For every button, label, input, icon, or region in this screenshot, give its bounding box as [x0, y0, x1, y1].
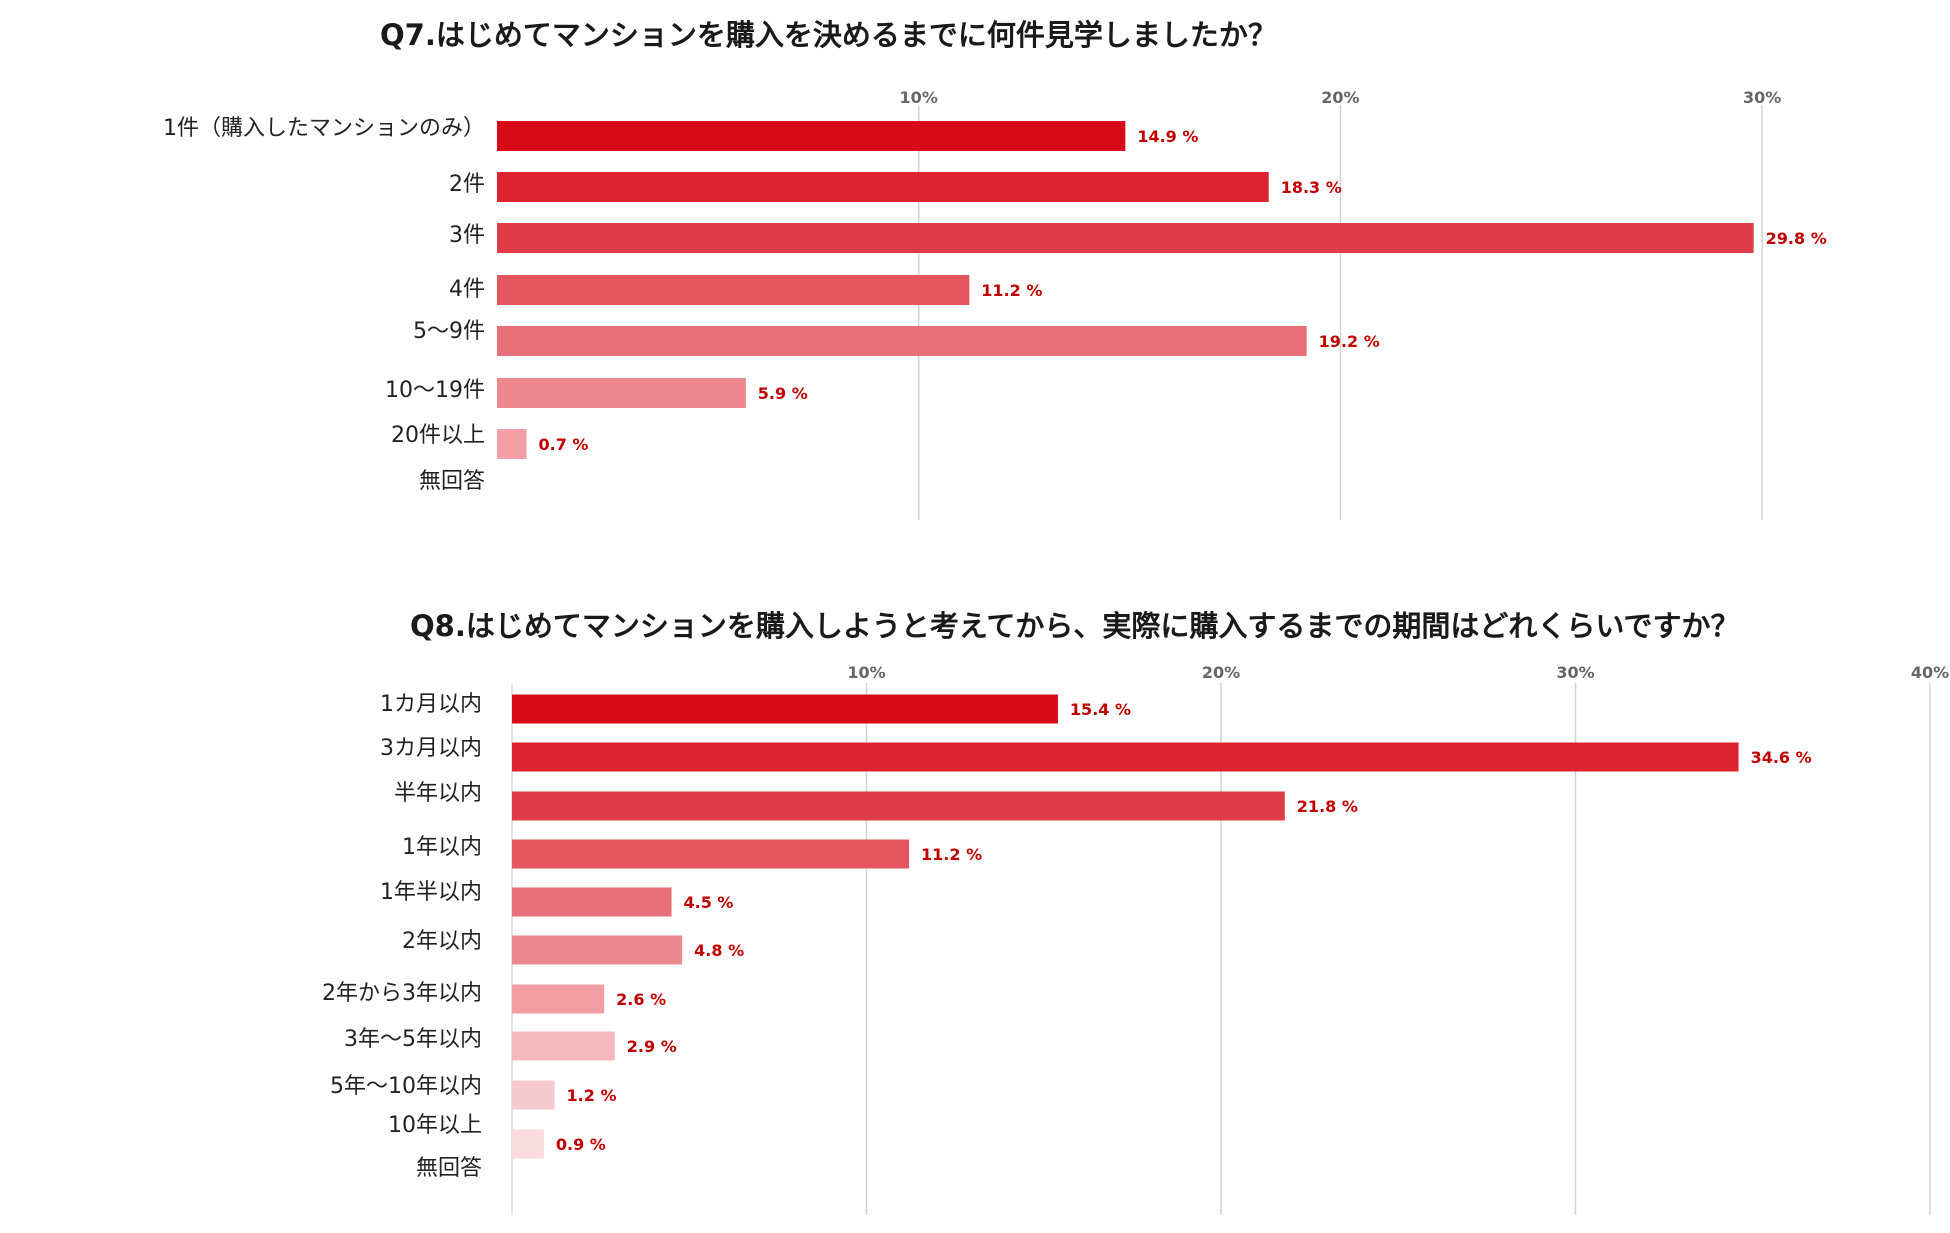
q8-value-label: 34.6 %	[1751, 748, 1812, 767]
q8-bar	[512, 742, 1739, 772]
q7-tick-label: 20%	[1321, 88, 1359, 107]
q7-bar	[497, 378, 746, 408]
q8-value-label: 4.8 %	[694, 941, 744, 960]
q8-value-label: 2.9 %	[627, 1037, 677, 1056]
q7-tick-label: 30%	[1743, 88, 1781, 107]
q7-value-label: 29.8 %	[1766, 229, 1827, 248]
q8-bar	[512, 935, 683, 965]
q7-value-label: 18.3 %	[1281, 178, 1342, 197]
q8-bar	[512, 1031, 615, 1061]
q8-value-label: 4.5 %	[684, 893, 734, 912]
q8-category-label: 1年以内	[402, 835, 482, 860]
q7-bar	[497, 275, 970, 305]
q7-value-label: 14.9 %	[1137, 127, 1198, 146]
q8-value-label: 21.8 %	[1297, 797, 1358, 816]
q8-chart-title: Q8.はじめてマンションを購入しようと考えてから、実際に購入するまでの期間はどれ…	[410, 609, 1740, 643]
q8-category-label: 2年から3年以内	[322, 981, 482, 1006]
q8-tick-label: 30%	[1556, 663, 1594, 682]
q7-bar	[497, 223, 1754, 253]
q7-category-label: 20件以上	[391, 423, 485, 448]
q7-bar	[497, 121, 1126, 151]
q7-bar	[497, 429, 527, 459]
q7-category-label: 4件	[449, 277, 485, 302]
q7-chart-title: Q7.はじめてマンションを購入を決めるまでに何件見学しましたか？	[380, 18, 1277, 52]
q7-category-label: 2件	[449, 172, 485, 197]
q7-tick-label: 10%	[900, 88, 938, 107]
q7-value-label: 0.7 %	[539, 435, 589, 454]
q7-category-label: 無回答	[419, 469, 485, 494]
q7-value-label: 11.2 %	[981, 281, 1042, 300]
q8-tick-label: 20%	[1202, 663, 1240, 682]
q8-category-label: 1年半以内	[380, 880, 482, 905]
q8-value-label: 11.2 %	[921, 845, 982, 864]
q8-value-label: 2.6 %	[616, 990, 666, 1009]
q7-category-label: 10～19件	[385, 378, 485, 403]
q8-category-label: 無回答	[416, 1156, 482, 1181]
q7-category-label: 3件	[449, 223, 485, 248]
q8-bar	[512, 1129, 544, 1159]
q8-bar	[512, 984, 605, 1014]
q8-bar-chart: 10% 20% 30% 40% 1カ月以内 15.4 % 3カ月以内 34.6 % 半年以内 21…	[322, 663, 1949, 1215]
q8-bar	[512, 1080, 555, 1110]
q8-category-label: 1カ月以内	[380, 692, 482, 717]
q7-bar	[497, 172, 1269, 202]
q8-bar	[512, 887, 672, 917]
q8-value-label: 1.2 %	[567, 1086, 617, 1105]
q7-category-label: 1件（購入したマンションのみ）	[163, 116, 485, 141]
q8-value-label: 15.4 %	[1070, 700, 1131, 719]
q8-bar	[512, 791, 1285, 821]
q8-category-label: 10年以上	[388, 1113, 482, 1138]
q8-category-label: 3カ月以内	[380, 736, 482, 761]
q7-value-label: 19.2 %	[1319, 332, 1380, 351]
q7-bar	[497, 326, 1307, 356]
q8-bar	[512, 694, 1058, 724]
q8-category-label: 3年～5年以内	[344, 1027, 482, 1052]
q8-tick-label: 40%	[1911, 663, 1949, 682]
q8-bar	[512, 839, 910, 869]
q7-value-label: 5.9 %	[758, 384, 808, 403]
q8-category-label: 半年以内	[394, 781, 482, 806]
q8-category-label: 2年以内	[402, 929, 482, 954]
q8-tick-label: 10%	[847, 663, 885, 682]
q8-category-label: 5年～10年以内	[330, 1074, 482, 1099]
q8-value-label: 0.9 %	[556, 1135, 606, 1154]
q7-bar-chart: 10% 20% 30% 1件（購入したマンションのみ） 14.9 % 2件 18.3 % 3件…	[163, 88, 1827, 520]
q7-category-label: 5～9件	[413, 319, 485, 344]
